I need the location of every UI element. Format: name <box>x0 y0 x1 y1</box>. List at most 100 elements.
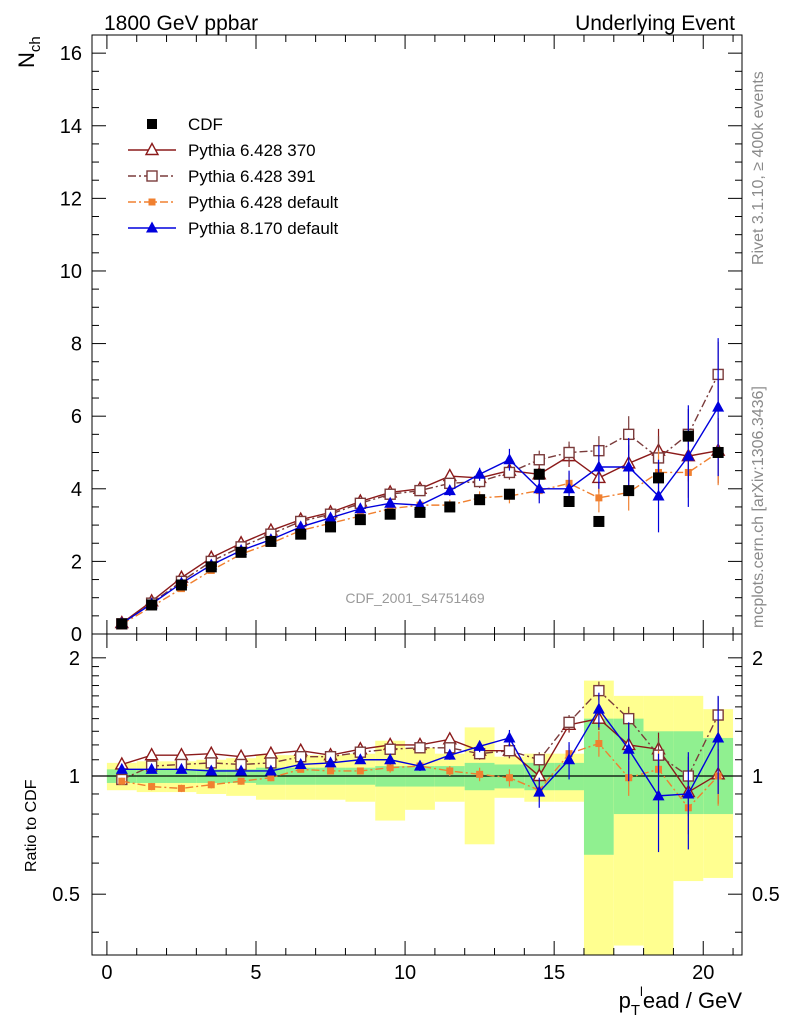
ratio-point-p6def <box>386 764 394 772</box>
legend-label-p6def: Pythia 6.428 default <box>188 193 339 212</box>
data-point-cdf <box>175 579 187 591</box>
data-point-p391 <box>622 428 635 441</box>
legend-label-p370: Pythia 6.428 370 <box>188 141 316 160</box>
data-point-p8 <box>354 502 367 514</box>
data-point-p391 <box>563 446 575 459</box>
data-point-p8 <box>652 489 665 501</box>
ratio-point-p6def <box>356 767 364 775</box>
ratio-point-p6def <box>297 765 305 773</box>
ratio-axes: 0.5 0.51 12 20 5 10 15 20 <box>52 634 780 984</box>
data-point-cdf <box>503 488 515 500</box>
legend-marker-p370 <box>144 142 160 156</box>
data-point-cdf <box>682 430 694 442</box>
data-point-cdf <box>235 546 247 558</box>
legend-item-p391: Pythia 6.428 391 <box>128 167 316 186</box>
data-point-p8 <box>443 484 456 496</box>
ratio-point-p8 <box>175 762 188 774</box>
main-y-tick-label: 8 <box>71 334 82 356</box>
x-tick-label: 10 <box>394 962 416 984</box>
ratio-y-tick-label: 1 <box>69 766 80 788</box>
legend-marker-p6def <box>148 198 156 206</box>
data-point-cdf <box>623 485 635 497</box>
x-axis-label: pTlead / GeV <box>619 984 743 1019</box>
ratio-series-p8 <box>115 692 725 853</box>
main-y-tick-label: 6 <box>71 406 82 428</box>
data-point-p8 <box>384 496 397 508</box>
data-point-p8 <box>563 482 576 494</box>
legend-item-p8: Pythia 8.170 default <box>128 219 339 238</box>
legend-marker-p391 <box>146 170 158 182</box>
main-y-tick-label: 14 <box>60 116 82 138</box>
data-point-cdf <box>205 561 217 573</box>
watermark: CDF_2001_S4751469 <box>345 590 485 606</box>
data-point-cdf <box>474 494 486 506</box>
series-cdf <box>116 430 724 630</box>
data-point-p391 <box>414 484 426 497</box>
ratio-point-p391 <box>503 745 516 757</box>
data-point-p8 <box>503 453 516 465</box>
side-label-bottom: mcplots.cern.ch [arXiv:1306.3436] <box>750 386 767 628</box>
main-y-tick-label: 0 <box>71 624 82 646</box>
ratio-point-p6def <box>327 767 335 775</box>
ratio-point-p6def <box>505 774 513 782</box>
ratio-point-p391 <box>384 743 396 755</box>
ratio-frame <box>91 633 743 956</box>
ratio-line-p391 <box>121 689 719 781</box>
ratio-point-p6def <box>446 767 454 775</box>
ratio-point-p8 <box>443 748 456 760</box>
ratio-point-p6def <box>267 774 275 782</box>
ratio-point-p391 <box>414 742 426 754</box>
data-point-p8 <box>324 511 337 523</box>
data-point-cdf <box>384 508 396 520</box>
legend: CDF Pythia 6.428 370 Pythia 6.428 391 Pythi… <box>128 115 339 238</box>
ratio-y-label: Ratio to CDF <box>23 779 40 872</box>
ratio-point-p370 <box>144 747 159 761</box>
main-axes: 0 2 4 6 8 10 12 14 16 <box>60 35 742 646</box>
main-y-tick-label: 10 <box>60 261 82 283</box>
data-point-cdf <box>146 599 158 611</box>
data-point-cdf <box>653 472 665 484</box>
header-left: 1800 GeV ppbar <box>104 12 258 35</box>
data-point-p8 <box>622 460 635 472</box>
legend-marker-cdf <box>147 119 157 129</box>
ratio-point-p6def <box>148 783 156 791</box>
ratio-point-p391 <box>563 716 575 729</box>
data-point-p8 <box>533 482 546 494</box>
main-y-tick-label: 12 <box>60 188 82 210</box>
ratio-point-p8 <box>384 753 397 765</box>
main-plot-area <box>114 338 726 630</box>
x-tick-label: 20 <box>692 962 714 984</box>
ratio-y-tick-label: 0.5 <box>52 884 80 906</box>
ratio-y-tick-label-right: 0.5 <box>752 884 780 906</box>
header-right: Underlying Event <box>575 12 735 35</box>
data-point-cdf <box>295 528 307 540</box>
ratio-point-p8 <box>563 753 576 765</box>
data-point-p8 <box>473 467 486 479</box>
legend-label-p391: Pythia 6.428 391 <box>188 167 316 186</box>
ratio-y-tick-label-right: 2 <box>752 648 763 670</box>
ratio-point-p8 <box>503 731 516 743</box>
ratio-point-p391 <box>533 754 545 766</box>
ratio-plot-area <box>92 680 742 955</box>
data-point-cdf <box>533 468 545 480</box>
main-y-tick-label: 4 <box>71 479 82 501</box>
ratio-point-p8 <box>264 764 277 776</box>
data-point-p8 <box>682 449 695 461</box>
ratio-point-p6def <box>476 770 484 778</box>
data-point-p8 <box>712 400 725 412</box>
ratio-point-p370 <box>174 747 189 761</box>
legend-label-p8: Pythia 8.170 default <box>188 219 339 238</box>
main-y-label: Nch <box>14 36 44 68</box>
uncertainty-bands <box>106 680 734 955</box>
ratio-point-p8 <box>145 762 158 774</box>
ratio-point-p391 <box>622 712 635 725</box>
data-point-p8 <box>413 498 426 510</box>
legend-item-p6def: Pythia 6.428 default <box>128 193 339 212</box>
ratio-point-p8 <box>324 756 337 768</box>
ratio-point-p8 <box>115 762 128 774</box>
ratio-point-p8 <box>235 764 248 776</box>
data-point-p8 <box>294 520 307 532</box>
data-point-cdf <box>414 506 426 518</box>
ratio-point-p8 <box>712 731 725 743</box>
